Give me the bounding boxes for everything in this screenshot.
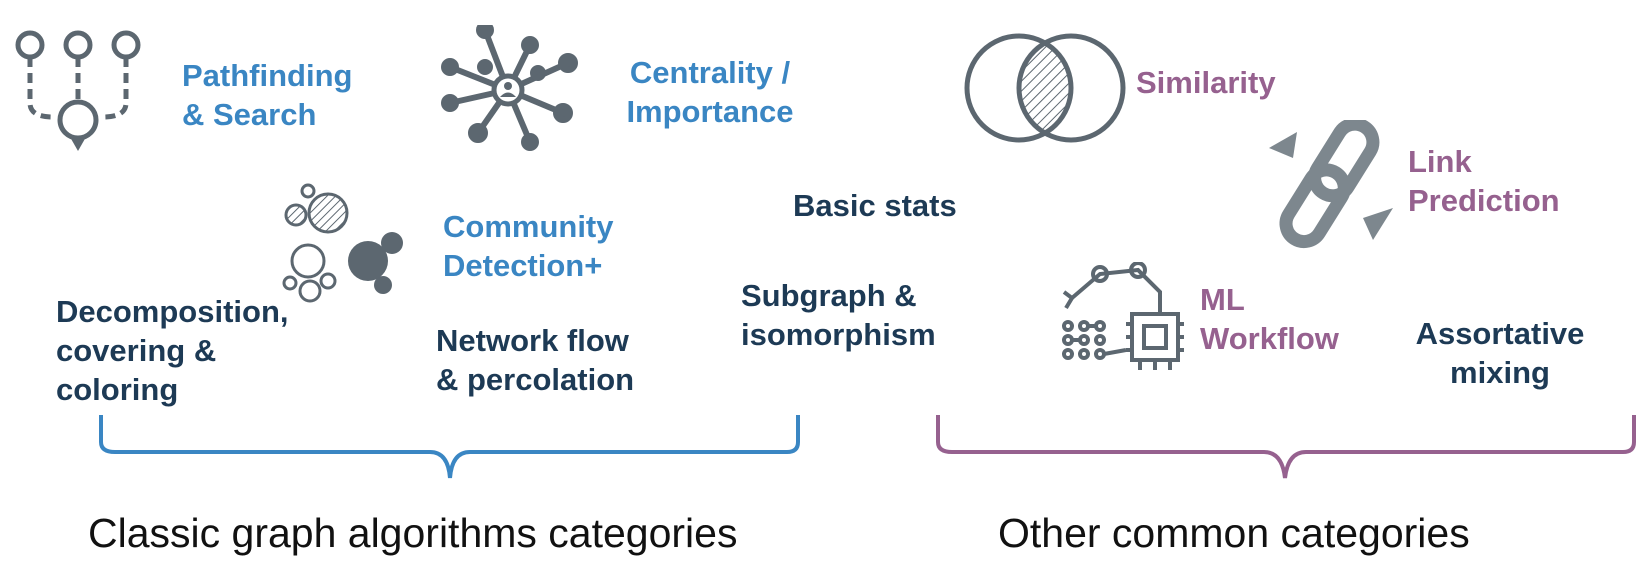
ml-robot-icon: [1062, 262, 1184, 370]
category-assortative: Assortative mixing: [1415, 316, 1585, 390]
community-icon: [282, 183, 403, 303]
category-community: Community Detection+: [443, 209, 614, 283]
group-caption-classic: Classic graph algorithms categories: [88, 510, 738, 556]
pathfinding-icon: [15, 30, 141, 151]
group-caption-other: Other common categories: [998, 510, 1470, 556]
category-decomposition: Decomposition, covering & coloring: [56, 294, 289, 407]
category-link-prediction: Link Prediction: [1408, 144, 1560, 218]
centrality-icon: [441, 25, 578, 151]
similarity-icon: [964, 33, 1126, 143]
link-icon: [1269, 120, 1393, 249]
category-basic-stats: Basic stats: [793, 188, 957, 223]
category-ml-workflow: ML Workflow: [1200, 282, 1339, 356]
category-network-flow: Network flow & percolation: [436, 323, 635, 397]
category-centrality: Centrality / Importance: [626, 55, 794, 129]
category-pathfinding: Pathfinding & Search: [182, 58, 353, 132]
category-similarity: Similarity: [1136, 65, 1276, 100]
category-subgraph: Subgraph & isomorphism: [741, 278, 936, 352]
